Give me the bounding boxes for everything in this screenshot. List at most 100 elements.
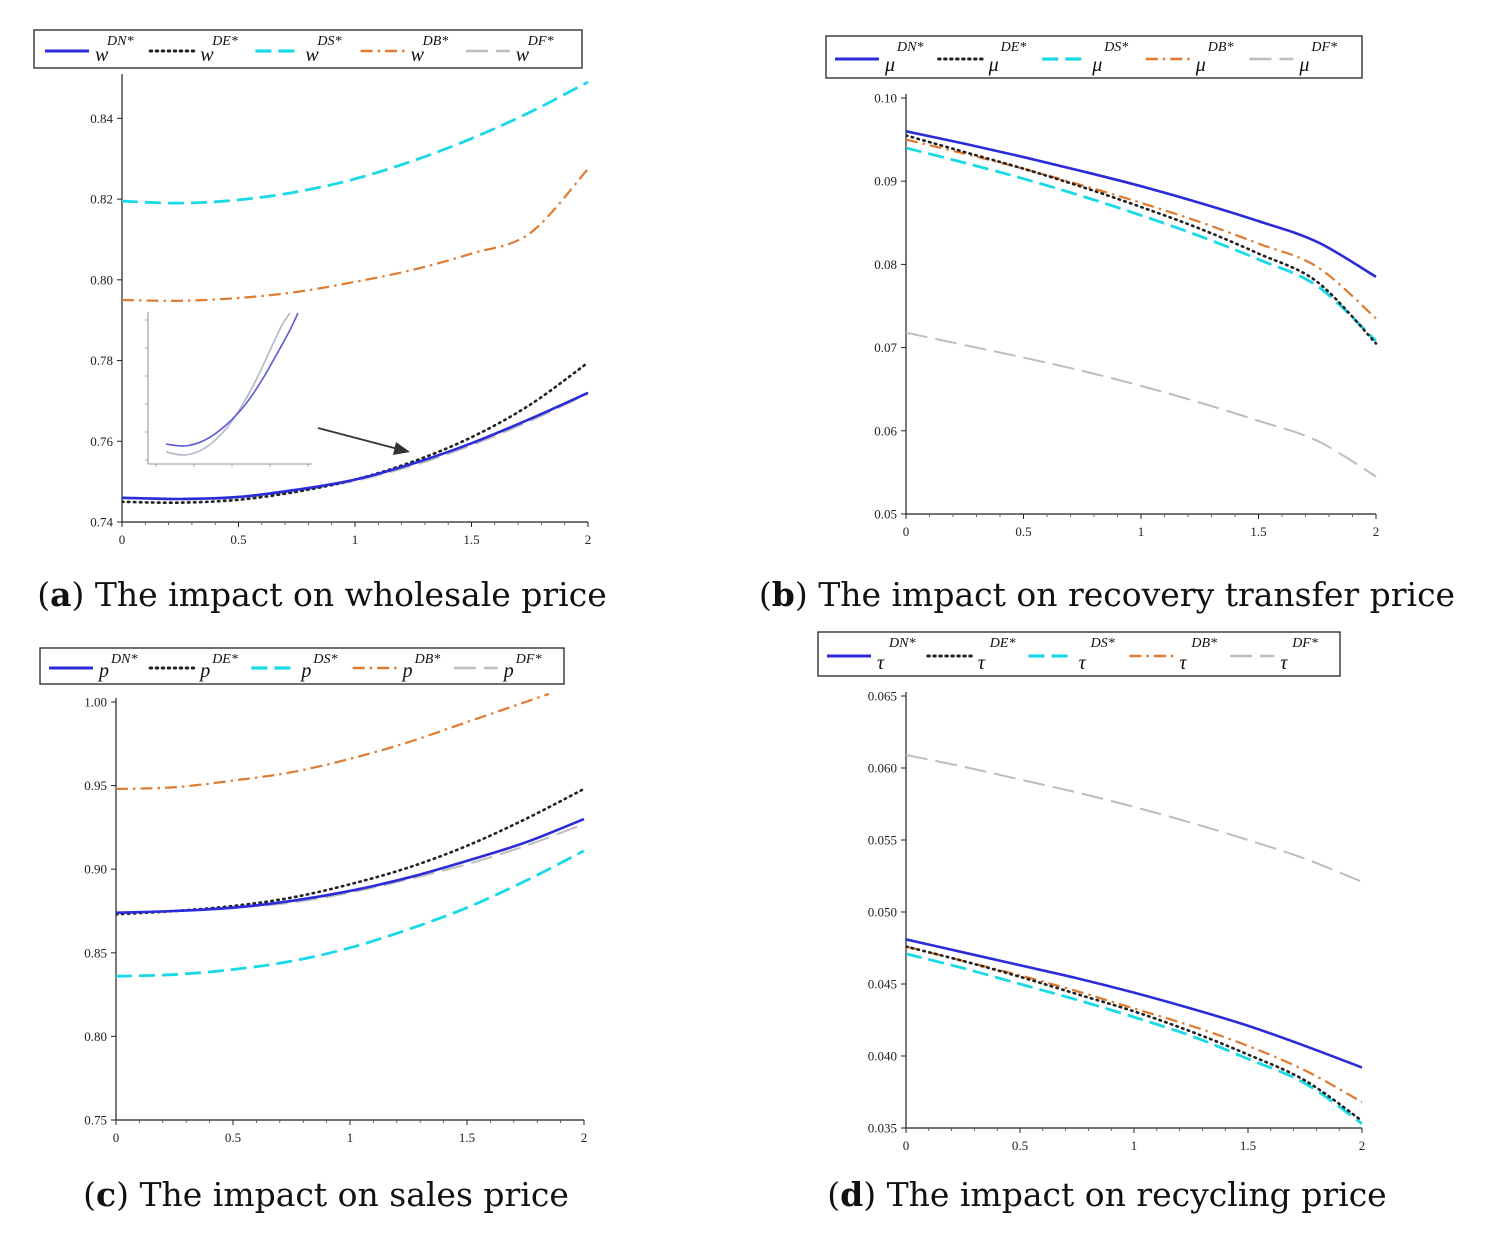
legend-label-superscript: DE* (1000, 40, 1027, 55)
series-line-DN (906, 938, 1363, 1069)
x-tick-label: 0.5 (230, 532, 246, 547)
legend-label: τ (877, 652, 885, 674)
y-tick-label: 0.76 (90, 434, 113, 449)
x-tick-label: 0.5 (225, 1130, 241, 1145)
caption-b-text: ) The impact on recovery transfer price (795, 575, 1455, 614)
series-line-DE (906, 134, 1378, 345)
x-tick-label: 0.5 (1015, 524, 1031, 539)
legend-label-superscript: DN* (110, 652, 137, 667)
caption-c: (c) The impact on sales price (83, 1175, 569, 1214)
legend-label-superscript: DB* (1190, 636, 1217, 651)
legend-label: μ (1091, 54, 1102, 76)
x-tick-label: 2 (1359, 1138, 1366, 1153)
panel-b: 0 0.5 1 1.5 20.050.060.070.080.090.10μDN*μDE… (825, 35, 1380, 539)
series-line-DS (116, 849, 585, 978)
y-tick-label: 0.80 (90, 272, 113, 287)
series-group (906, 754, 1364, 1125)
legend-label: w (200, 44, 214, 66)
y-tick-label: 0.09 (874, 174, 897, 189)
legend-label: w (516, 44, 530, 66)
y-tick-label: 0.045 (868, 977, 897, 992)
series-line-DF (906, 754, 1363, 883)
legend-box (39, 647, 565, 685)
y-tick-label: 0.040 (868, 1049, 897, 1064)
caption-a-text: ) The impact on wholesale price (72, 575, 607, 614)
legend-label-superscript: DF* (1310, 40, 1337, 55)
x-tick-label: 1 (1131, 1138, 1138, 1153)
legend-label-superscript: DS* (1090, 636, 1115, 651)
legend-label: μ (1298, 54, 1309, 76)
x-tick-label: 0.5 (1012, 1138, 1028, 1153)
legend-label: τ (978, 652, 986, 674)
series-line-DB (906, 138, 1377, 320)
legend-label-superscript: DB* (1207, 40, 1234, 55)
series-line-DF (906, 331, 1377, 478)
legend-label: w (305, 44, 319, 66)
x-tick-label: 2 (581, 1130, 588, 1145)
series-line-DN (122, 391, 589, 501)
series-group (116, 692, 586, 978)
legend-label: p (401, 660, 413, 682)
legend-label: p (198, 660, 210, 682)
x-tick-label: 1 (1138, 524, 1145, 539)
legend-label: w (411, 44, 425, 66)
caption-b: (b) The impact on recovery transfer pric… (759, 575, 1455, 614)
x-tick-label: 0 (113, 1130, 120, 1145)
series-line-DB (116, 692, 550, 791)
panel-c: 0 0.5 1 1.5 20.750.800.850.900.951.00pDN*pDE… (39, 647, 588, 1145)
x-tick-label: 1.5 (463, 532, 479, 547)
x-tick-label: 2 (585, 532, 592, 547)
y-tick-label: 0.84 (90, 111, 113, 126)
y-tick-label: 0.055 (868, 833, 897, 848)
legend-label: τ (1280, 652, 1288, 674)
legend-label-superscript: DB* (422, 34, 449, 49)
x-tick-label: 1.5 (1240, 1138, 1256, 1153)
legend-label-superscript: DF* (515, 652, 542, 667)
x-tick-label: 0 (903, 1138, 910, 1153)
x-tick-label: 0 (903, 524, 910, 539)
series-group (906, 130, 1378, 478)
inset-series-line-DF (165, 312, 291, 456)
series-group (122, 80, 590, 504)
y-tick-label: 0.08 (874, 257, 897, 272)
series-line-DB (122, 168, 589, 302)
legend-label-superscript: DN* (106, 34, 133, 49)
legend-label-superscript: DF* (1291, 636, 1318, 651)
caption-b-letter: b (772, 575, 795, 614)
series-line-DS (906, 952, 1363, 1125)
caption-c-letter: c (96, 1175, 116, 1214)
zoom-arrow-line (317, 427, 399, 450)
caption-d-text: ) The impact on recycling price (863, 1175, 1387, 1214)
y-tick-label: 0.80 (84, 1029, 107, 1044)
x-tick-label: 2 (1373, 524, 1380, 539)
legend-label-superscript: DS* (312, 652, 337, 667)
legend-label: p (97, 660, 109, 682)
series-line-DE (906, 945, 1364, 1123)
y-tick-label: 0.06 (874, 423, 897, 438)
legend-label-superscript: DE* (989, 636, 1016, 651)
y-tick-label: 0.85 (84, 945, 107, 960)
y-tick-label: 0.060 (868, 761, 897, 776)
series-line-DE (116, 787, 586, 916)
legend-label-superscript: DS* (1103, 40, 1128, 55)
y-tick-label: 0.10 (874, 91, 897, 106)
legend-box (33, 29, 583, 69)
series-line-DN (906, 130, 1377, 278)
caption-d: (d) The impact on recycling price (827, 1175, 1386, 1214)
y-tick-label: 1.00 (84, 695, 107, 710)
x-tick-label: 0 (119, 532, 126, 547)
legend-label-superscript: DS* (316, 34, 341, 49)
zoom-arrow-head (393, 442, 410, 455)
series-line-DS (906, 146, 1377, 342)
legend-label-superscript: DE* (211, 34, 238, 49)
legend-label-superscript: DN* (888, 636, 915, 651)
legend-label-superscript: DE* (211, 652, 238, 667)
legend-label-superscript: DN* (896, 40, 923, 55)
legend-label: τ (1079, 652, 1087, 674)
inset-series-line-DN (165, 312, 299, 447)
y-tick-label: 0.065 (868, 689, 897, 704)
x-tick-label: 1.5 (459, 1130, 475, 1145)
y-tick-label: 0.07 (874, 340, 897, 355)
caption-d-letter: d (840, 1175, 863, 1214)
